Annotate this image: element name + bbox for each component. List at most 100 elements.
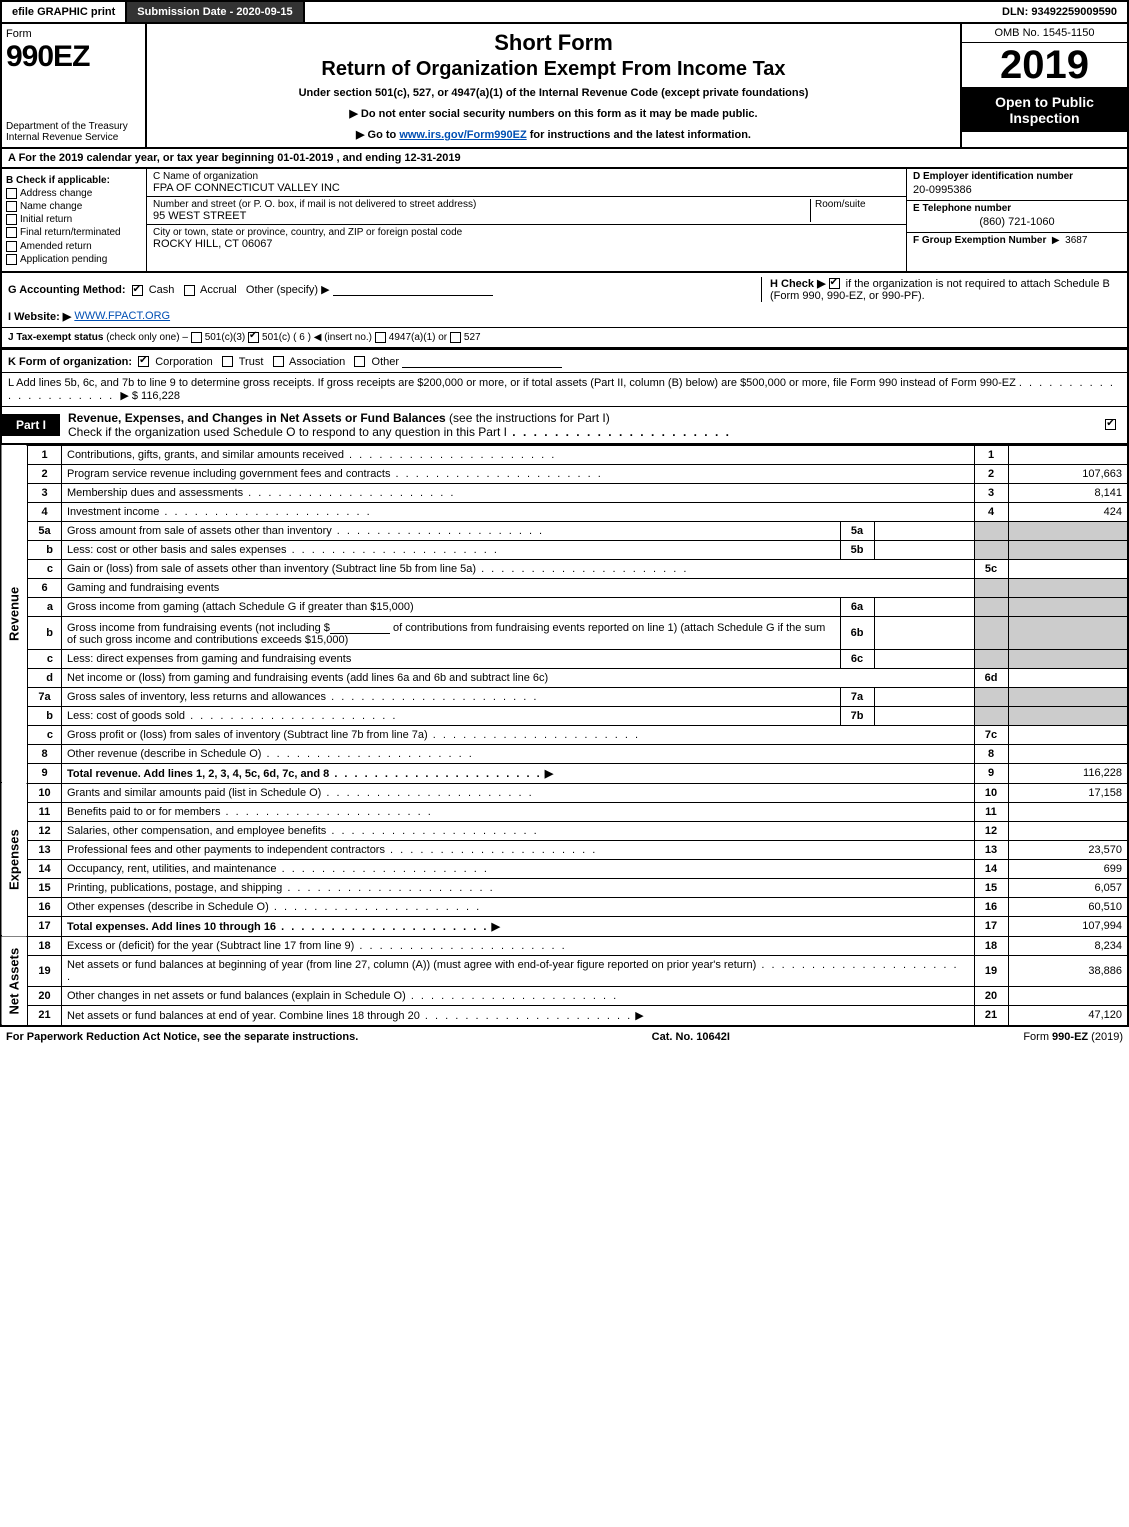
line10-value: 17,158	[1008, 783, 1128, 802]
table-row: 6Gaming and fundraising events	[1, 578, 1128, 597]
table-row: 3Membership dues and assessments38,141	[1, 483, 1128, 502]
check-amended-return[interactable]: Amended return	[6, 241, 142, 252]
row-g-h: G Accounting Method: Cash Accrual Other …	[2, 273, 1127, 306]
check-527[interactable]	[450, 332, 461, 343]
line4-value: 424	[1008, 502, 1128, 521]
check-501c[interactable]	[248, 332, 259, 343]
row-i: I Website: ▶ WWW.FPACT.ORG	[2, 306, 1127, 328]
line7a-value	[874, 687, 974, 706]
irs-link[interactable]: www.irs.gov/Form990EZ	[399, 129, 526, 141]
table-row: 14Occupancy, rent, utilities, and mainte…	[1, 859, 1128, 878]
table-row: 12Salaries, other compensation, and empl…	[1, 821, 1128, 840]
line11-value	[1008, 802, 1128, 821]
table-row: 17Total expenses. Add lines 10 through 1…	[1, 916, 1128, 936]
org-name: FPA OF CONNECTICUT VALLEY INC	[153, 182, 340, 194]
row-k: K Form of organization: Corporation Trus…	[0, 350, 1129, 373]
line3-value: 8,141	[1008, 483, 1128, 502]
form-header: Form 990EZ Department of the Treasury In…	[0, 24, 1129, 149]
line7b-value	[874, 706, 974, 725]
check-final-return[interactable]: Final return/terminated	[6, 227, 142, 238]
line18-value: 8,234	[1008, 936, 1128, 955]
table-row: dNet income or (loss) from gaming and fu…	[1, 668, 1128, 687]
line21-value: 47,120	[1008, 1005, 1128, 1026]
check-name-change[interactable]: Name change	[6, 201, 142, 212]
table-row: 19Net assets or fund balances at beginni…	[1, 955, 1128, 986]
line6b-value	[874, 616, 974, 649]
tax-year-large: 2019	[962, 43, 1127, 88]
submission-date-button[interactable]: Submission Date - 2020-09-15	[127, 2, 304, 22]
table-row: 11Benefits paid to or for members11	[1, 802, 1128, 821]
table-row: cGain or (loss) from sale of assets othe…	[1, 559, 1128, 578]
arrow-icon: ▶	[635, 1010, 643, 1022]
dln-label: DLN: 93492259009590	[992, 2, 1127, 22]
line6a-value	[874, 597, 974, 616]
check-corporation[interactable]	[138, 356, 149, 367]
check-address-change[interactable]: Address change	[6, 188, 142, 199]
table-row: bGross income from fundraising events (n…	[1, 616, 1128, 649]
table-row: Net Assets 18Excess or (deficit) for the…	[1, 936, 1128, 955]
check-initial-return[interactable]: Initial return	[6, 214, 142, 225]
c-addr-label: Number and street (or P. O. box, if mail…	[153, 199, 476, 210]
table-row: 21Net assets or fund balances at end of …	[1, 1005, 1128, 1026]
check-schedule-b-not-required[interactable]	[829, 278, 840, 289]
org-city: ROCKY HILL, CT 06067	[153, 238, 272, 250]
line20-value	[1008, 986, 1128, 1005]
ein-value: 20-0995386	[913, 182, 1121, 198]
table-row: Expenses 10Grants and similar amounts pa…	[1, 783, 1128, 802]
topbar-spacer	[305, 2, 992, 22]
line6d-value	[1008, 668, 1128, 687]
website-link[interactable]: WWW.FPACT.ORG	[74, 310, 170, 322]
table-row: 9Total revenue. Add lines 1, 2, 3, 4, 5c…	[1, 763, 1128, 783]
check-cash[interactable]	[132, 285, 143, 296]
other-org-field[interactable]	[402, 354, 562, 368]
line8-value	[1008, 744, 1128, 763]
table-row: 2Program service revenue including gover…	[1, 464, 1128, 483]
omb-number: OMB No. 1545-1150	[962, 24, 1127, 43]
check-application-pending[interactable]: Application pending	[6, 254, 142, 265]
page-footer: For Paperwork Reduction Act Notice, see …	[0, 1027, 1129, 1047]
part1-title: Revenue, Expenses, and Changes in Net As…	[60, 407, 1097, 443]
other-specify-field[interactable]	[333, 282, 493, 296]
c-name-label: C Name of organization	[153, 171, 258, 182]
section-c: C Name of organization FPA OF CONNECTICU…	[147, 169, 907, 271]
header-right: OMB No. 1545-1150 2019 Open to Public In…	[962, 24, 1127, 147]
line16-value: 60,510	[1008, 897, 1128, 916]
group-exemption-value: 3687	[1065, 235, 1087, 246]
phone-value: (860) 721-1060	[913, 214, 1121, 230]
check-association[interactable]	[273, 356, 284, 367]
expenses-group-label: Expenses	[1, 783, 28, 936]
row-l: L Add lines 5b, 6c, and 7b to line 9 to …	[0, 373, 1129, 407]
d-ein-label: D Employer identification number	[913, 171, 1073, 182]
section-b-title: B Check if applicable:	[6, 175, 142, 186]
form-subtitle: Under section 501(c), 527, or 4947(a)(1)…	[153, 87, 954, 99]
line6b-contrib-field[interactable]	[330, 620, 390, 634]
table-row: 15Printing, publications, postage, and s…	[1, 878, 1128, 897]
efile-print-button[interactable]: efile GRAPHIC print	[2, 2, 127, 22]
gross-receipts-value: 116,228	[141, 390, 180, 402]
c-city-label: City or town, state or province, country…	[153, 227, 462, 238]
table-row: 16Other expenses (describe in Schedule O…	[1, 897, 1128, 916]
check-part1-schedule-o[interactable]	[1105, 419, 1116, 430]
check-4947a1[interactable]	[375, 332, 386, 343]
table-row: 8Other revenue (describe in Schedule O)8	[1, 744, 1128, 763]
line15-value: 6,057	[1008, 878, 1128, 897]
paperwork-notice: For Paperwork Reduction Act Notice, see …	[6, 1031, 358, 1043]
net-assets-group-label: Net Assets	[1, 936, 28, 1026]
line13-value: 23,570	[1008, 840, 1128, 859]
check-trust[interactable]	[222, 356, 233, 367]
header-mid: Short Form Return of Organization Exempt…	[147, 24, 962, 147]
arrow-icon: ▶	[545, 768, 553, 780]
check-accrual[interactable]	[184, 285, 195, 296]
line2-value: 107,663	[1008, 464, 1128, 483]
part1-header: Part I Revenue, Expenses, and Changes in…	[0, 407, 1129, 445]
e-phone-label: E Telephone number	[913, 203, 1011, 214]
check-501c3[interactable]	[191, 332, 202, 343]
table-row: bLess: cost or other basis and sales exp…	[1, 540, 1128, 559]
form-ref: Form 990-EZ (2019)	[1023, 1031, 1123, 1043]
table-row: 5aGross amount from sale of assets other…	[1, 521, 1128, 540]
form-word: Form	[6, 28, 141, 40]
check-other-org[interactable]	[354, 356, 365, 367]
meta-block: G Accounting Method: Cash Accrual Other …	[0, 273, 1129, 350]
line12-value	[1008, 821, 1128, 840]
top-bar: efile GRAPHIC print Submission Date - 20…	[0, 0, 1129, 24]
